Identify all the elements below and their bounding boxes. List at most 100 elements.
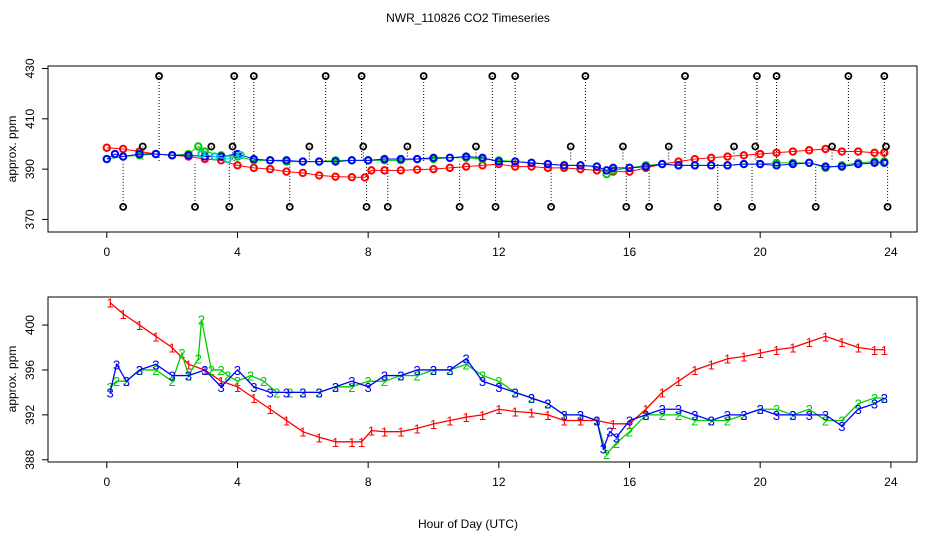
series-3-marker: 3 [113,357,120,372]
calibration-point [645,202,654,211]
series-2-marker: 2 [247,369,254,384]
red-data-point [265,164,275,174]
series-1-marker: 1 [789,341,796,356]
calibration-point [581,72,590,80]
series-1-marker: 1 [822,329,829,344]
series-1-marker: 1 [577,413,584,428]
blue-data-point [543,159,553,169]
series-1-marker: 1 [446,413,453,428]
red-data-point [412,165,422,174]
calibration-point [681,72,689,80]
blue-data-point [755,159,765,169]
series-2-marker: 2 [106,380,113,395]
calibration-point [547,202,556,211]
series-3-marker: 3 [691,408,698,423]
red-data-point [739,151,749,160]
series-1-marker: 1 [773,343,780,358]
red-data-point [282,167,291,176]
calibration-point [753,72,761,80]
blue-data-point [184,151,193,160]
red-data-point [804,146,814,155]
blue-data-point [363,156,373,165]
red-data-point [821,144,830,154]
calibration-point [207,142,216,151]
series-1-marker: 1 [626,417,633,432]
series-1-marker: 1 [855,341,862,356]
red-data-point [706,153,716,163]
y-tick-label: 396 [23,360,37,380]
red-data-point [461,162,471,171]
blue-data-point [110,149,120,159]
series-1-marker: 1 [368,424,375,439]
blue-data-point [396,154,406,164]
series-1-marker: 1 [512,404,519,419]
series-3-marker: 3 [757,402,764,417]
calibration-point [751,142,760,151]
calibration-point [249,72,258,80]
series-3-marker: 3 [606,425,613,440]
series-3-marker: 3 [136,363,143,378]
calibration-point [419,72,428,80]
blue-data-point [723,161,732,170]
red-data-point [625,167,634,176]
series-3-marker: 3 [234,363,241,378]
series-3-marker: 3 [773,408,780,423]
series-3-marker: 3 [838,419,845,434]
series-2-marker: 2 [691,413,698,428]
x-tick-label: 4 [234,475,241,489]
green-data-point [602,169,611,179]
calibration-point [622,202,631,211]
red-data-point [118,144,128,154]
series-3-marker: 3 [169,369,176,384]
calibration-point [472,142,480,151]
series-2-marker: 2 [675,408,682,423]
series-3-marker: 3 [675,402,682,417]
series-3-marker: 3 [152,357,159,372]
series-1-marker: 1 [136,318,143,333]
calibration-point [844,72,853,80]
series-1-marker: 1 [838,335,845,350]
series-2-marker: 2 [659,408,666,423]
series-3-marker: 3 [642,408,649,423]
series-3-marker: 3 [600,442,607,457]
series-1-marker: 1 [414,421,421,436]
y-tick-label: 430 [23,58,37,78]
red-data-point [788,147,798,156]
red-data-point [314,171,324,180]
calibration-point [285,202,294,211]
series-1-marker: 1 [659,385,666,400]
blue-data-point [837,162,847,171]
series-3-marker: 3 [123,374,130,389]
series-2-marker: 2 [178,346,185,361]
red-data-point [853,147,863,156]
red-data-point [233,161,242,170]
series-1-marker: 1 [332,435,339,450]
series-2-marker: 2 [871,391,878,406]
blue-data-point [118,152,128,161]
series-3-marker: 3 [397,369,404,384]
series-1-marker: 1 [234,380,241,395]
blue-data-point [576,161,585,170]
calibration-point [811,202,820,211]
series-3-marker: 3 [855,402,862,417]
red-data-point [576,164,585,174]
series-3-marker: 3 [267,385,274,400]
series-2-marker: 2 [855,397,862,412]
blue-data-point [788,159,798,169]
red-data-point [102,143,112,152]
red-data-point [360,173,370,182]
series-1-marker: 1 [283,413,290,428]
blue-data-point [331,157,340,166]
blue-data-point [853,159,863,169]
series-1-marker: 1 [675,374,682,389]
calibration-point [191,202,199,211]
red-data-point [380,166,389,175]
calibration-point [228,142,237,151]
series-1-marker: 1 [561,413,568,428]
x-tick-label: 8 [365,245,372,259]
series-2-marker: 2 [224,369,231,384]
calibration-point [359,142,368,151]
red-data-point [445,163,455,173]
calibration-point [619,142,627,151]
